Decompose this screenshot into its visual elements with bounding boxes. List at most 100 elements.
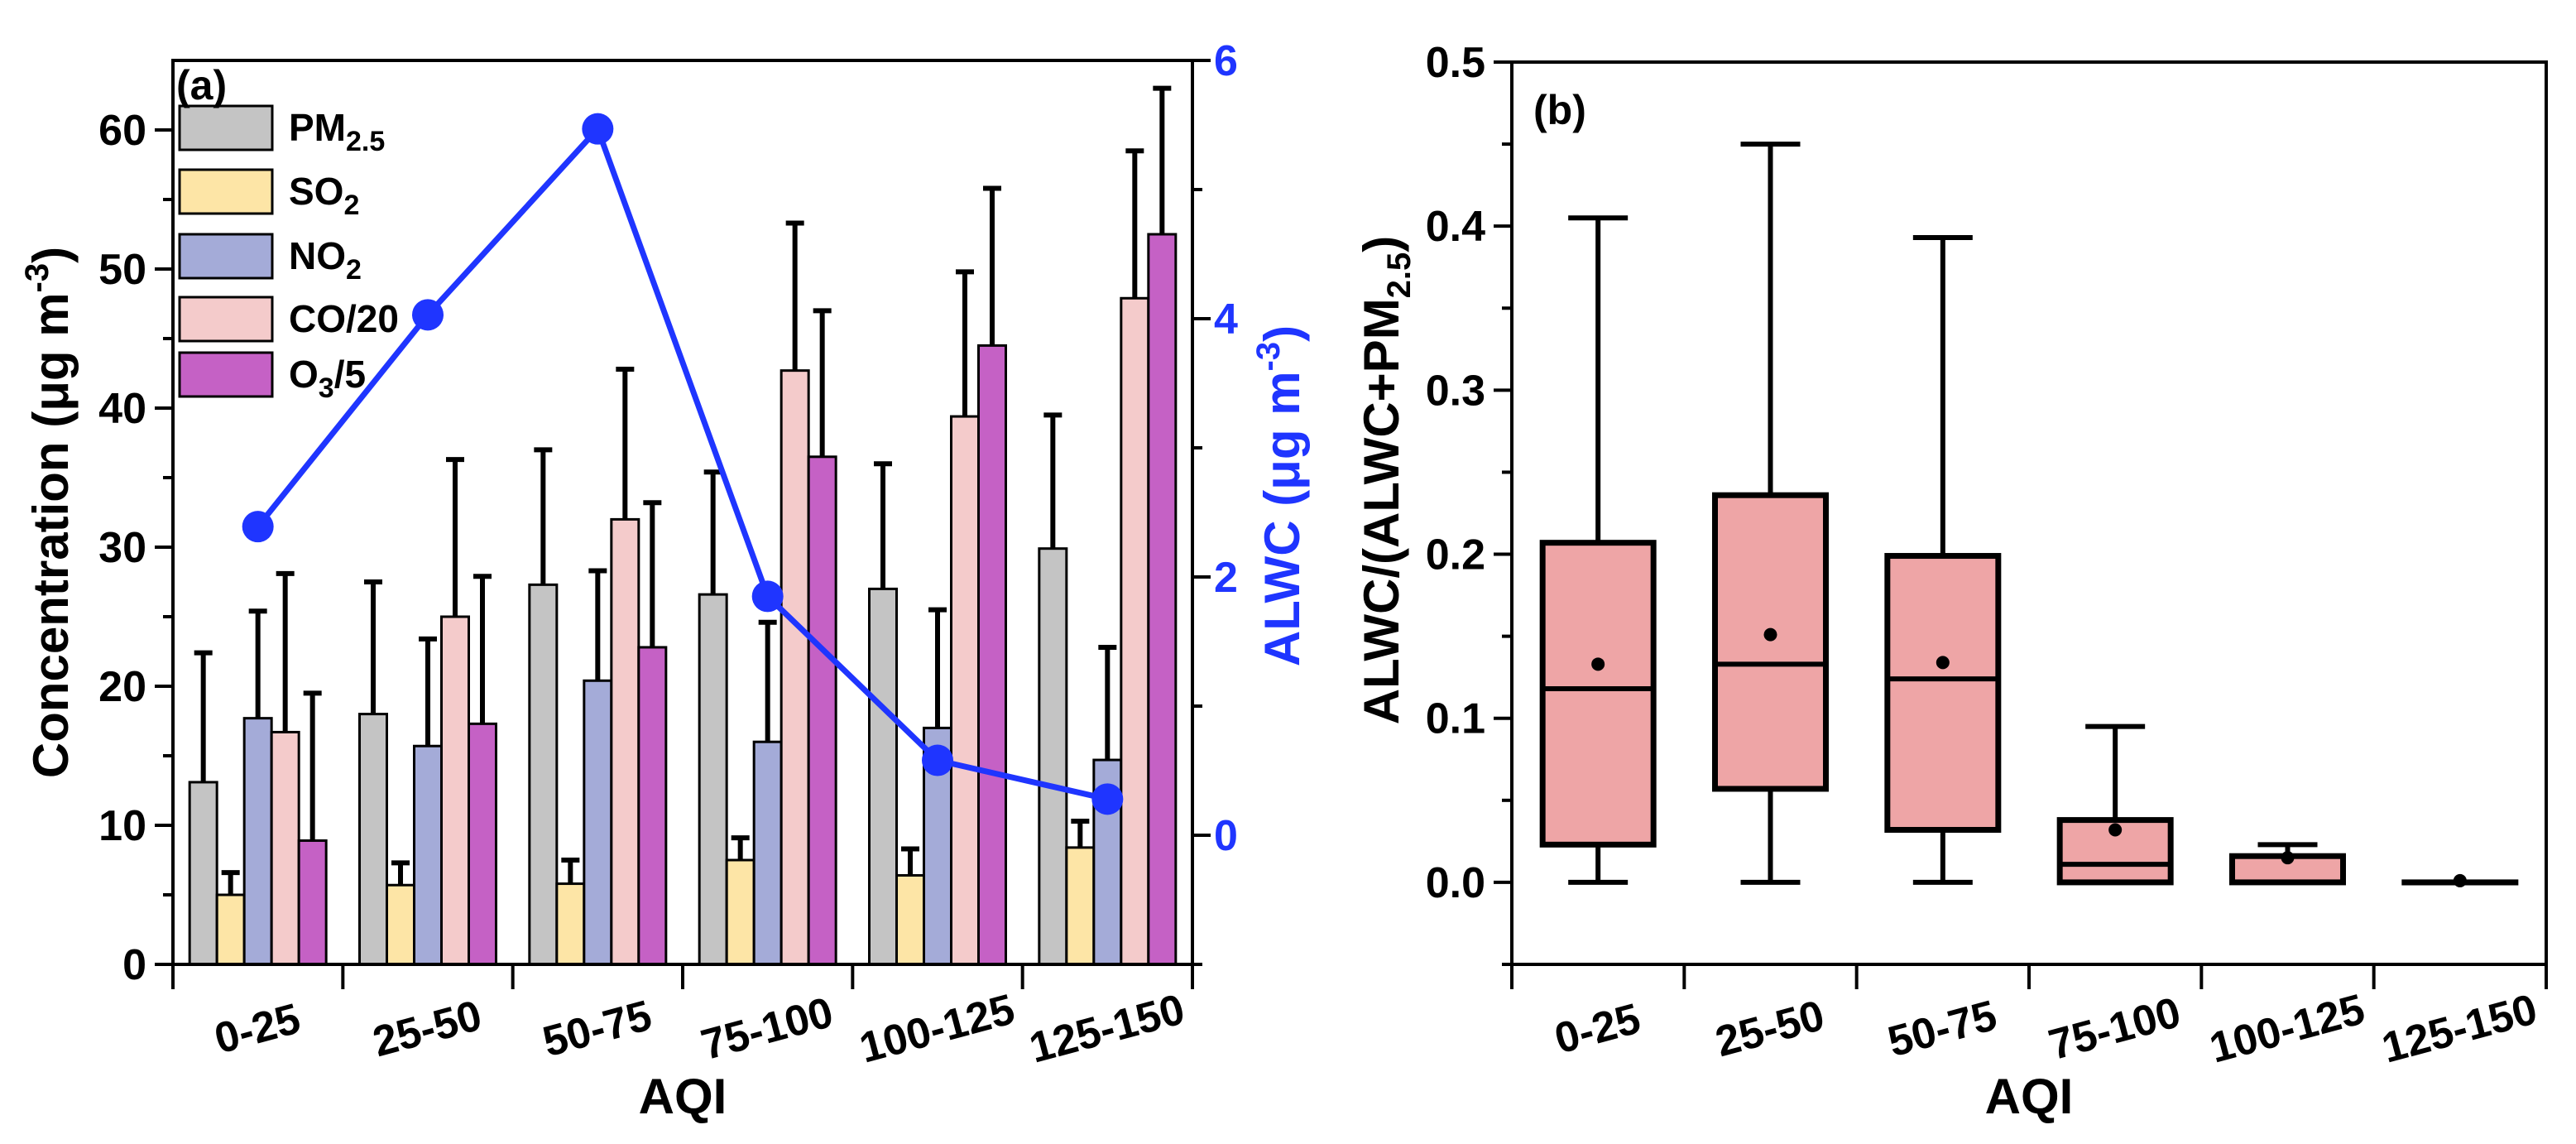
y-tick-label: 0.0	[1426, 859, 1485, 907]
legend-label-main: NO	[289, 234, 346, 277]
legend-label: PM2.5	[289, 106, 385, 157]
y-axis-title-b: ALWC/(ALWC+PM2.5)	[1354, 236, 1418, 725]
bar-so-25-50	[386, 883, 415, 966]
alwc-point-50-75	[582, 113, 614, 145]
iqr-box	[1712, 492, 1829, 792]
box-0-25	[1539, 215, 1657, 885]
y-axis-title-main: ALWC/(ALWC+PM	[1354, 298, 1409, 724]
legend-swatch	[178, 104, 274, 151]
y-tick-label: 40	[98, 385, 146, 433]
mean-marker	[1591, 657, 1605, 671]
panel-b: 0.0 0.1 0.2 0.3 0.4 0.5 0-25 25-50 50-75 75-100 10…	[1354, 39, 2548, 1124]
bar-no-25-50	[413, 744, 443, 966]
y2-axis-title-sup: -3	[1250, 342, 1287, 372]
x-tick-label: 25-50	[368, 992, 487, 1066]
bar-pm-50-75	[528, 583, 559, 966]
alwc-point-100-125	[922, 744, 953, 776]
bar-no-50-75	[583, 679, 613, 966]
x-axis-title-b: AQI	[1985, 1069, 2074, 1124]
legend-label-main: O	[289, 353, 319, 396]
y-axis-title-sup: -3	[19, 263, 55, 293]
y2-axis-title-main: ALWC (μg m	[1254, 371, 1310, 666]
x-axis-title-a: AQI	[639, 1069, 727, 1124]
bar-o-25-50	[468, 722, 497, 966]
y-axis-title-sub: 2.5	[1381, 252, 1418, 299]
bar-o-125-150	[1147, 233, 1178, 966]
mean-marker	[2108, 823, 2123, 837]
alwc-point-125-150	[1091, 783, 1124, 815]
bar-so-100-125	[895, 873, 925, 966]
x-tick-label: 125-150	[1024, 985, 1189, 1072]
box-75-100	[2056, 723, 2174, 886]
bar-pm-75-100	[698, 593, 728, 966]
alwc-line	[255, 123, 1109, 802]
x-tick-label: 50-75	[538, 992, 656, 1066]
y-tick-label: 60	[98, 107, 146, 155]
x-tick-label: 75-100	[2044, 988, 2185, 1069]
y-tick-label: 0.3	[1426, 367, 1485, 415]
legend-label-sub: 3	[319, 373, 334, 404]
mean-marker	[2453, 873, 2467, 887]
bar-o-50-75	[637, 646, 668, 966]
bar-pm-0-25	[188, 781, 218, 966]
bar-pm-25-50	[358, 713, 388, 966]
bar-o-100-125	[977, 344, 1007, 966]
legend-label-main: CO/20	[289, 297, 399, 340]
x-tick-label: 0-25	[1550, 995, 1646, 1064]
bar-so-0-25	[215, 893, 246, 966]
y2-tick-label: 0	[1214, 812, 1238, 860]
bar-co20-50-75	[610, 517, 640, 966]
mean-marker	[2281, 851, 2295, 865]
legend-swatch	[178, 296, 274, 343]
y2-tick-label: 4	[1214, 296, 1238, 344]
legend-label-sub: 2	[346, 254, 362, 286]
y-tick-label: 0.2	[1426, 531, 1485, 579]
bar-co20-100-125	[950, 415, 980, 966]
y-tick-label: 30	[98, 524, 146, 572]
legend-label: SO2	[289, 170, 359, 221]
y-tick-label: 50	[98, 246, 146, 294]
legend-swatch	[178, 351, 274, 398]
y2-axis-title-end: )	[1254, 325, 1310, 342]
bar-co20-125-150	[1120, 296, 1150, 966]
legend-label: CO/20	[289, 297, 399, 340]
legend-label-sub: 2.5	[346, 126, 385, 157]
mean-marker	[1936, 656, 1950, 670]
x-tick-label: 100-125	[855, 985, 1019, 1072]
box-125-150	[2401, 873, 2519, 887]
mean-marker	[1763, 627, 1777, 642]
bar-so-50-75	[555, 882, 586, 966]
alwc-point-0-25	[242, 511, 274, 543]
y-tick-label: 0.4	[1426, 203, 1485, 251]
y2-tick-label: 2	[1214, 554, 1238, 602]
x-tick-label: 50-75	[1883, 992, 2002, 1066]
y-tick-label: 0	[122, 941, 146, 989]
x-tick-label: 25-50	[1710, 992, 1829, 1066]
y-tick-label: 0.5	[1426, 39, 1485, 87]
y-axis-title-main: Concentration (μg m	[23, 292, 79, 778]
legend-label: NO2	[289, 234, 362, 286]
x-tick-label: 0-25	[209, 995, 305, 1064]
y-tick-label: 10	[98, 802, 146, 850]
bar-co20-75-100	[780, 369, 810, 966]
y2-tick-label: 6	[1214, 37, 1238, 85]
legend-swatch	[178, 168, 274, 215]
y-tick-label: 0.1	[1426, 695, 1485, 743]
panel-a: 0 10 20 30 40 50 60 0 2 4 6 0-25 25-50 50-75 75-100 100…	[19, 37, 1310, 1124]
y-tick-label: 20	[98, 663, 146, 711]
bar-so-75-100	[725, 858, 756, 966]
x-tick-label: 125-150	[2377, 985, 2542, 1072]
x-tick-label: 100-125	[2204, 985, 2369, 1072]
alwc-point-75-100	[751, 580, 784, 613]
bar-pm-100-125	[868, 587, 898, 966]
y-axis-title-end: )	[23, 247, 79, 263]
bar-co20-25-50	[440, 615, 470, 966]
y-axis-title-a: Concentration (μg m-3)	[19, 247, 79, 778]
bar-pm-125-150	[1038, 547, 1068, 966]
legend-label-main: SO	[289, 170, 343, 213]
iqr-box	[1884, 553, 2002, 833]
y2-axis-title-a: ALWC (μg m-3)	[1250, 325, 1310, 666]
bar-so-125-150	[1065, 846, 1096, 966]
bar-no-75-100	[752, 740, 783, 966]
bar-o-0-25	[297, 839, 328, 966]
